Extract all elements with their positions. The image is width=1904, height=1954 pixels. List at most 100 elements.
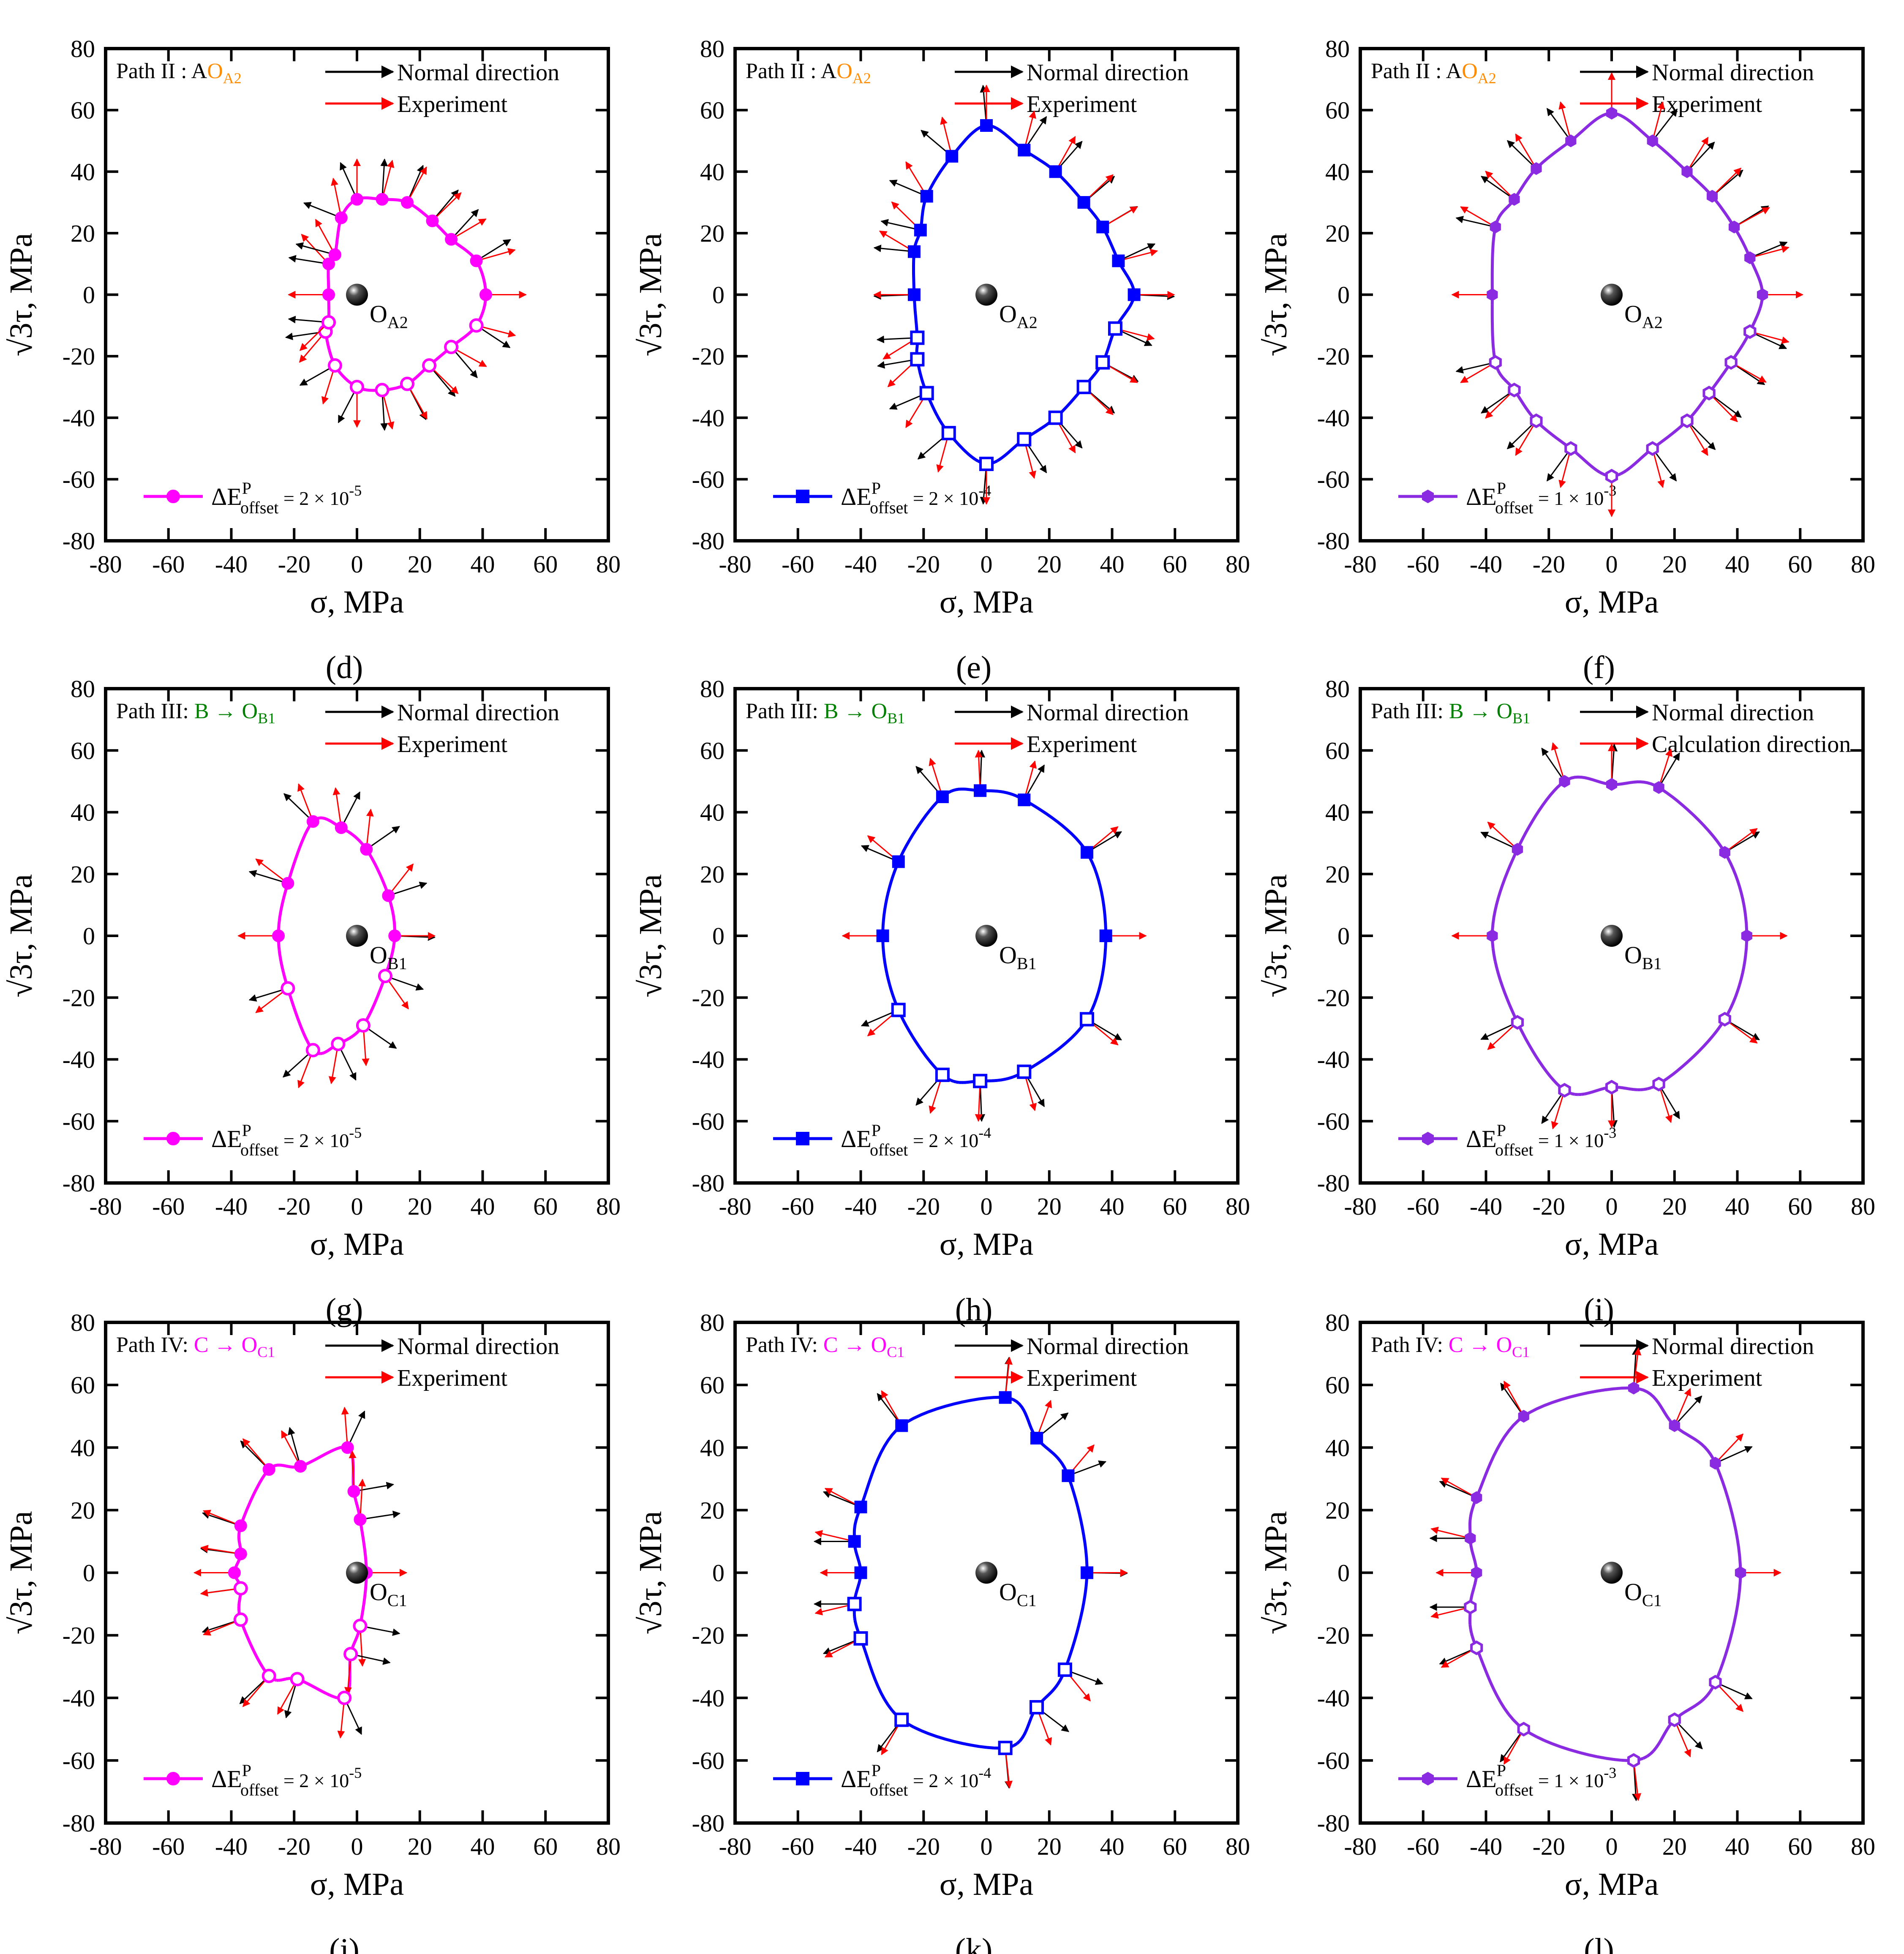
y-tick-label: 40	[1325, 799, 1350, 826]
experiment-direction-arrow	[1715, 1433, 1743, 1464]
center-label: OC1	[370, 1578, 407, 1610]
normal-direction-arrow	[476, 239, 511, 262]
path-title-prefix: Path III:	[746, 699, 824, 723]
legend-series-exponent: -5	[349, 1764, 362, 1781]
y-tick-label: -20	[1317, 984, 1350, 1011]
data-point	[1605, 469, 1618, 484]
y-tick-label: -80	[692, 1810, 725, 1837]
legend-series-value: = 1 × 10	[1533, 488, 1604, 509]
normal-direction-arrow	[1674, 1395, 1702, 1426]
y-tick-label: -40	[1317, 1046, 1350, 1074]
x-tick-label: 40	[1100, 1833, 1125, 1860]
experiment-direction-arrow	[1430, 1606, 1471, 1619]
x-tick-label: -80	[1344, 550, 1376, 578]
data-point	[479, 288, 492, 301]
panel-label: (l)	[1584, 1932, 1614, 1954]
data-point	[907, 245, 921, 258]
data-point	[1710, 1457, 1721, 1470]
y-axis-label: √3τ, MPa	[3, 233, 39, 357]
path-title-target: B → O	[1449, 699, 1512, 723]
y-tick-label: 60	[1325, 97, 1350, 124]
y-tick-label: -60	[63, 1747, 95, 1774]
y-tick-label: -40	[63, 404, 95, 432]
data-point	[1095, 355, 1110, 370]
data-point	[375, 383, 390, 398]
data-point	[1606, 778, 1618, 791]
x-tick-label: 0	[981, 550, 993, 578]
x-tick-label: 40	[471, 1833, 495, 1860]
path-title: Path IV: C → OC1	[1371, 1333, 1530, 1360]
x-tick-label: -40	[215, 1193, 248, 1220]
data-point	[327, 358, 342, 373]
experiment-direction-arrow	[1503, 1729, 1525, 1765]
y-tick-label: 0	[712, 1559, 725, 1587]
x-tick-label: -40	[844, 550, 877, 578]
data-point	[305, 1043, 320, 1057]
path-title-target: B → O	[194, 699, 258, 723]
experiment-direction-arrow	[1023, 760, 1037, 800]
path-title-prefix: Path IV:	[116, 1333, 194, 1357]
data-point	[910, 330, 925, 345]
panel-label: (d)	[326, 650, 363, 685]
legend-series-sub: offset	[240, 498, 278, 517]
y-tick-label: 60	[71, 737, 95, 764]
data-point	[290, 1672, 305, 1687]
y-tick-label: -20	[692, 984, 725, 1011]
x-tick-label: 40	[1725, 1193, 1750, 1220]
normal-direction-arrow	[340, 791, 361, 828]
normal-direction-arrow	[1546, 108, 1572, 142]
path-title-target-sub: A2	[1478, 70, 1496, 87]
legend-series-sup: P	[1497, 1761, 1506, 1780]
x-tick-label: -20	[907, 1193, 940, 1220]
normal-direction-arrow	[1749, 241, 1788, 259]
x-axis-label: σ, MPa	[1565, 1226, 1659, 1262]
normal-direction-arrow	[295, 242, 335, 256]
x-tick-label: 60	[1163, 1193, 1187, 1220]
y-tick-label: 0	[1337, 922, 1350, 950]
normal-direction-arrow	[248, 870, 288, 884]
legend-series-marker	[796, 1132, 809, 1145]
y-axis-label: √3τ, MPa	[633, 1511, 668, 1635]
y-tick-label: 60	[700, 737, 725, 764]
experiment-direction-arrow	[1503, 1380, 1525, 1417]
panel-g: -80-80 -60 -60 -40 -40 -20 -20 0 0 20 20 40 40 60 60 80…	[3, 675, 621, 1327]
normal-direction-arrow	[303, 202, 342, 218]
legend-series-sup: P	[242, 1121, 251, 1140]
legend-series-label: ΔEP offset = 2 × 10-5	[211, 1761, 362, 1799]
x-tick-label: 0	[1606, 1833, 1618, 1860]
experiment-direction-arrow	[1686, 136, 1709, 172]
data-point	[1668, 1712, 1681, 1728]
data-point	[354, 1513, 367, 1526]
data-point	[936, 790, 949, 803]
data-point	[353, 1619, 368, 1633]
data-point	[1757, 288, 1768, 301]
data-point	[1509, 193, 1520, 206]
x-tick-label: -80	[89, 1193, 122, 1220]
x-tick-label: 20	[1037, 550, 1062, 578]
data-point	[1719, 846, 1730, 859]
legend-series-value: = 2 × 10	[908, 1130, 978, 1151]
legend-series-exponent: -3	[1604, 1764, 1616, 1781]
x-tick-label: 60	[533, 550, 558, 578]
y-tick-label: 60	[71, 1371, 95, 1399]
data-point	[1017, 1064, 1032, 1079]
data-point	[1099, 929, 1112, 942]
x-tick-label: -40	[844, 1833, 877, 1860]
legend-experiment-label: Calculation direction	[1652, 731, 1851, 758]
legend-series-exponent: -5	[349, 482, 362, 499]
y-tick-label: 0	[1337, 1559, 1350, 1587]
legend-experiment-label: Experiment	[397, 91, 508, 117]
data-point	[1080, 1012, 1094, 1027]
x-tick-label: -80	[89, 550, 122, 578]
x-tick-label: -20	[278, 1833, 311, 1860]
x-tick-label: -60	[1407, 1193, 1439, 1220]
center-label-sub: A2	[387, 313, 408, 332]
x-tick-label: -60	[152, 550, 185, 578]
x-tick-label: 80	[596, 1193, 621, 1220]
legend-normal-label: Normal direction	[1652, 60, 1814, 86]
legend-series-symbol: ΔE	[211, 483, 242, 510]
legend-series-value: = 2 × 10	[278, 1130, 349, 1151]
legend-series-marker	[1422, 1771, 1434, 1786]
center-label-main: O	[1624, 300, 1642, 328]
x-tick-label: 60	[1788, 550, 1812, 578]
